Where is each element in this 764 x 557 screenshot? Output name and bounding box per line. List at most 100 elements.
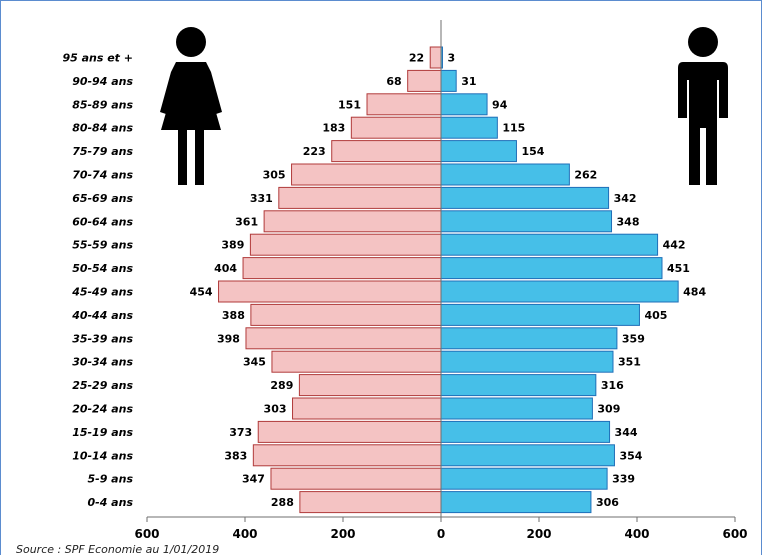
bar-right — [440, 163, 570, 186]
value-label-left: 383 — [224, 449, 247, 462]
bar-left — [257, 420, 442, 443]
category-label: 0-4 ans — [87, 496, 133, 509]
value-label-left: 183 — [322, 122, 345, 135]
category-label: 70-74 ans — [72, 169, 133, 182]
value-label-right: 451 — [667, 262, 690, 275]
bar-right — [440, 210, 613, 233]
bar-right — [440, 491, 592, 514]
x-tick-label: 200 — [330, 527, 355, 541]
category-label: 10-14 ans — [72, 449, 133, 462]
bar-left — [298, 374, 442, 397]
value-label-left: 223 — [303, 145, 326, 158]
value-label-right: 442 — [663, 239, 686, 252]
category-label: 50-54 ans — [72, 262, 133, 275]
bar-left — [292, 397, 442, 420]
value-label-left: 22 — [409, 52, 424, 65]
bar-right — [440, 397, 593, 420]
category-label: 5-9 ans — [87, 473, 133, 486]
bar-left — [429, 46, 442, 69]
value-label-left: 373 — [229, 426, 252, 439]
bar-right — [440, 374, 597, 397]
value-label-right: 31 — [461, 75, 476, 88]
x-tick-label: 400 — [232, 527, 257, 541]
value-label-left: 361 — [235, 215, 258, 228]
value-label-right: 344 — [615, 426, 638, 439]
bar-right — [440, 186, 610, 209]
bar-left — [218, 280, 442, 303]
value-label-right: 3 — [447, 52, 455, 65]
source-note: Source : SPF Economie au 1/01/2019 — [16, 543, 220, 556]
category-label: 40-44 ans — [71, 309, 133, 322]
value-label-right: 351 — [618, 356, 641, 369]
value-label-left: 331 — [250, 192, 273, 205]
bar-right — [440, 69, 457, 92]
bar-right — [440, 257, 663, 280]
value-label-left: 345 — [243, 356, 266, 369]
bar-left — [299, 491, 442, 514]
value-label-right: 339 — [612, 473, 635, 486]
category-label: 20-24 ans — [72, 403, 133, 416]
bar-left — [263, 210, 442, 233]
value-label-right: 306 — [596, 496, 619, 509]
x-tick-label: 400 — [624, 527, 649, 541]
bar-left — [270, 467, 442, 490]
value-label-left: 398 — [217, 332, 240, 345]
bar-left — [407, 69, 442, 92]
bar-right — [440, 140, 517, 163]
bar-left — [245, 327, 442, 350]
value-label-left: 389 — [221, 239, 244, 252]
value-label-left: 68 — [386, 75, 401, 88]
bar-left — [291, 163, 442, 186]
bar-left — [249, 233, 442, 256]
bar-left — [242, 257, 442, 280]
bar-right — [440, 116, 498, 139]
category-label: 15-19 ans — [72, 426, 133, 439]
category-label: 75-79 ans — [72, 145, 133, 158]
value-label-right: 405 — [644, 309, 667, 322]
value-label-left: 305 — [263, 169, 286, 182]
value-label-left: 289 — [270, 379, 293, 392]
man-icon — [678, 27, 728, 185]
value-label-left: 303 — [264, 403, 287, 416]
category-label: 80-84 ans — [72, 122, 133, 135]
bar-left — [271, 350, 442, 373]
bar-right — [440, 93, 488, 116]
value-label-left: 288 — [271, 496, 294, 509]
bar-left — [278, 186, 442, 209]
bar-right — [440, 327, 618, 350]
value-label-right: 354 — [619, 449, 642, 462]
x-tick-label: 600 — [134, 527, 159, 541]
x-tick-label: 0 — [437, 527, 445, 541]
value-label-right: 154 — [521, 145, 544, 158]
category-label: 25-29 ans — [72, 379, 133, 392]
value-label-right: 94 — [492, 98, 508, 111]
category-label: 85-89 ans — [72, 98, 133, 111]
value-label-right: 342 — [614, 192, 637, 205]
bar-right — [440, 303, 640, 326]
category-label: 60-64 ans — [72, 215, 133, 228]
bar-right — [440, 467, 608, 490]
value-label-right: 262 — [574, 169, 597, 182]
bar-right — [440, 444, 615, 467]
bar-left — [252, 444, 442, 467]
bar-left — [350, 116, 442, 139]
value-label-right: 348 — [617, 215, 640, 228]
category-label: 45-49 ans — [71, 286, 133, 299]
bar-left — [250, 303, 442, 326]
category-label: 90-94 ans — [72, 75, 133, 88]
category-label: 30-34 ans — [72, 356, 133, 369]
value-label-right: 484 — [683, 286, 706, 299]
bar-right — [440, 280, 679, 303]
x-tick-label: 600 — [722, 527, 747, 541]
bar-right — [440, 233, 659, 256]
value-label-left: 404 — [214, 262, 237, 275]
bar-left — [331, 140, 442, 163]
bar-right — [440, 420, 611, 443]
bar-right — [440, 350, 614, 373]
value-label-left: 388 — [222, 309, 245, 322]
bar-left — [366, 93, 442, 116]
value-label-left: 454 — [190, 286, 213, 299]
